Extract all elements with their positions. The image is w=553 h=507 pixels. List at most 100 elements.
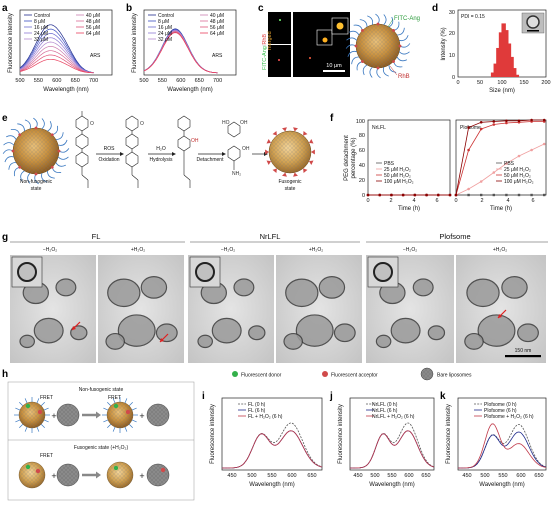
ligand-mark bbox=[308, 160, 314, 166]
legend-i-1: FL (6 h) bbox=[248, 408, 266, 414]
peg-chain bbox=[58, 148, 70, 153]
peg-chain bbox=[43, 419, 49, 423]
label-plus-plofsome: +H₂O₂ bbox=[493, 247, 507, 253]
vesicle bbox=[318, 276, 346, 299]
vesicle bbox=[117, 314, 156, 347]
label-minus-plofsome: −H₂O₂ bbox=[403, 247, 417, 253]
peg-chain bbox=[15, 419, 21, 423]
xtick-a-4: 700 bbox=[89, 78, 98, 84]
bond-label: OH bbox=[191, 138, 199, 144]
channel-merged: merged bbox=[267, 31, 273, 50]
fluor-particle-zoom bbox=[336, 22, 344, 30]
legend-donor-dot bbox=[232, 371, 238, 377]
xtick-f-6: 4 bbox=[506, 198, 509, 204]
peg-chain bbox=[399, 35, 409, 42]
j-spectrum-1 bbox=[350, 430, 435, 469]
ytick-f-2: 40 bbox=[359, 163, 365, 169]
panel-label-b: b bbox=[126, 3, 132, 14]
peg-chain bbox=[353, 24, 363, 31]
legend-j-0: NrLFL (0 h) bbox=[372, 402, 398, 408]
legend-a-8: 64 μM bbox=[86, 31, 100, 37]
scale-bar-d bbox=[527, 30, 539, 32]
peg-chain bbox=[4, 156, 14, 163]
legend-b-7: 56 μM bbox=[210, 25, 224, 31]
liposome-mesh bbox=[107, 462, 133, 488]
size-bar bbox=[501, 23, 506, 77]
ytick-f-4: 80 bbox=[359, 133, 365, 139]
peg-chain bbox=[367, 15, 374, 25]
legend-f-right-2: 50 μM H₂O₂ bbox=[504, 173, 531, 179]
f-right-title: Plofsome bbox=[460, 125, 481, 131]
channel-fitc: FITC-Ang bbox=[262, 46, 268, 70]
xlabel-i: Wavelength (nm) bbox=[249, 482, 294, 488]
xlabel-b: Wavelength (nm) bbox=[167, 87, 212, 93]
plus-sign: + bbox=[51, 411, 56, 421]
vesicle bbox=[412, 278, 434, 297]
process-arrowhead bbox=[96, 471, 101, 479]
peg-chain bbox=[40, 402, 45, 407]
peg-chain bbox=[17, 123, 25, 132]
ligand-mark bbox=[308, 138, 314, 144]
legend-f: PBS 25 μM H₂O₂ 50 μM H₂O₂ 100 μM H₂O₂ PB… bbox=[384, 161, 534, 185]
legend-a-0: Control bbox=[34, 13, 50, 19]
arrowhead bbox=[120, 152, 124, 156]
vesicle bbox=[466, 278, 500, 308]
peg-chain bbox=[376, 67, 381, 79]
panel-label-k: k bbox=[440, 391, 446, 402]
rhb-dot bbox=[376, 22, 380, 26]
i-spectrum-0 bbox=[222, 422, 323, 469]
plus-sign: + bbox=[139, 471, 144, 481]
arrowhead bbox=[222, 152, 226, 156]
plot-frame-k bbox=[457, 397, 547, 471]
peg-chain bbox=[382, 67, 389, 77]
size-bar bbox=[504, 30, 509, 78]
panel-label-a: a bbox=[2, 3, 8, 14]
tem-inset-vesicle bbox=[373, 262, 393, 282]
panel-h: h Fluorescent donor Fluorescent acceptor… bbox=[2, 367, 472, 501]
f-right-series-3 bbox=[455, 119, 545, 196]
vesicle bbox=[211, 317, 242, 344]
panel-label-c: c bbox=[258, 3, 264, 14]
peg-chain bbox=[36, 398, 40, 404]
fluorophore-dot bbox=[113, 465, 119, 471]
legend-b-1: 8 μM bbox=[158, 19, 169, 25]
ytick-f-5: 100 bbox=[356, 119, 365, 125]
ligand-mark bbox=[272, 168, 277, 174]
xtick-i-3: 600 bbox=[287, 473, 296, 479]
legend-f-right-3: 100 μM H₂O₂ bbox=[504, 179, 534, 185]
peg-chain bbox=[58, 139, 68, 146]
peg-chain bbox=[10, 128, 21, 135]
peg-chain bbox=[107, 423, 112, 428]
panel-label-j: j bbox=[329, 391, 333, 402]
ligand-mark bbox=[265, 149, 269, 155]
rhb-dot bbox=[50, 133, 54, 137]
panel-k: k Plofsome (0 h) Plofsome (6 h) Plofsome… bbox=[440, 391, 547, 488]
panel-g: g FL NrLFL Plofsome −H₂O₂ +H₂O₂ −H₂O₂ +H… bbox=[2, 232, 548, 363]
peg-chain bbox=[43, 407, 49, 411]
rhb-dot bbox=[376, 66, 380, 70]
peg-chain bbox=[36, 426, 40, 432]
fitc-ang-label: FITC-Ang bbox=[394, 16, 420, 22]
panel-j: j NrLFL (0 h) NrLFL (6 h) NrLFL + H₂O₂ (… bbox=[329, 391, 435, 488]
vesicle bbox=[70, 325, 88, 341]
label-minus-fl: −H₂O₂ bbox=[43, 247, 57, 253]
peg-chain bbox=[362, 64, 368, 76]
spectra-j bbox=[350, 403, 435, 469]
legend-a: Control 8 μM 16 μM 24 μM 32 μM 40 μM 48 … bbox=[34, 13, 100, 43]
ylabel-d: Intensity (%) bbox=[441, 27, 447, 60]
peg-chain bbox=[112, 398, 116, 404]
legend-a-1: 8 μM bbox=[34, 19, 45, 25]
xtick-i-4: 650 bbox=[307, 473, 316, 479]
peg-chain bbox=[397, 27, 405, 36]
channel-sep: / bbox=[262, 44, 268, 46]
size-bar bbox=[493, 63, 498, 77]
peg-chain bbox=[41, 173, 48, 183]
panel-label-e: e bbox=[2, 113, 8, 124]
peg-chain bbox=[393, 61, 403, 68]
rhb-dot bbox=[18, 165, 22, 169]
xtick-a-1: 550 bbox=[34, 78, 43, 84]
peg-chain bbox=[2, 149, 14, 154]
vesicle bbox=[390, 317, 421, 344]
vesicle bbox=[248, 325, 266, 341]
peg-chain bbox=[103, 407, 109, 411]
